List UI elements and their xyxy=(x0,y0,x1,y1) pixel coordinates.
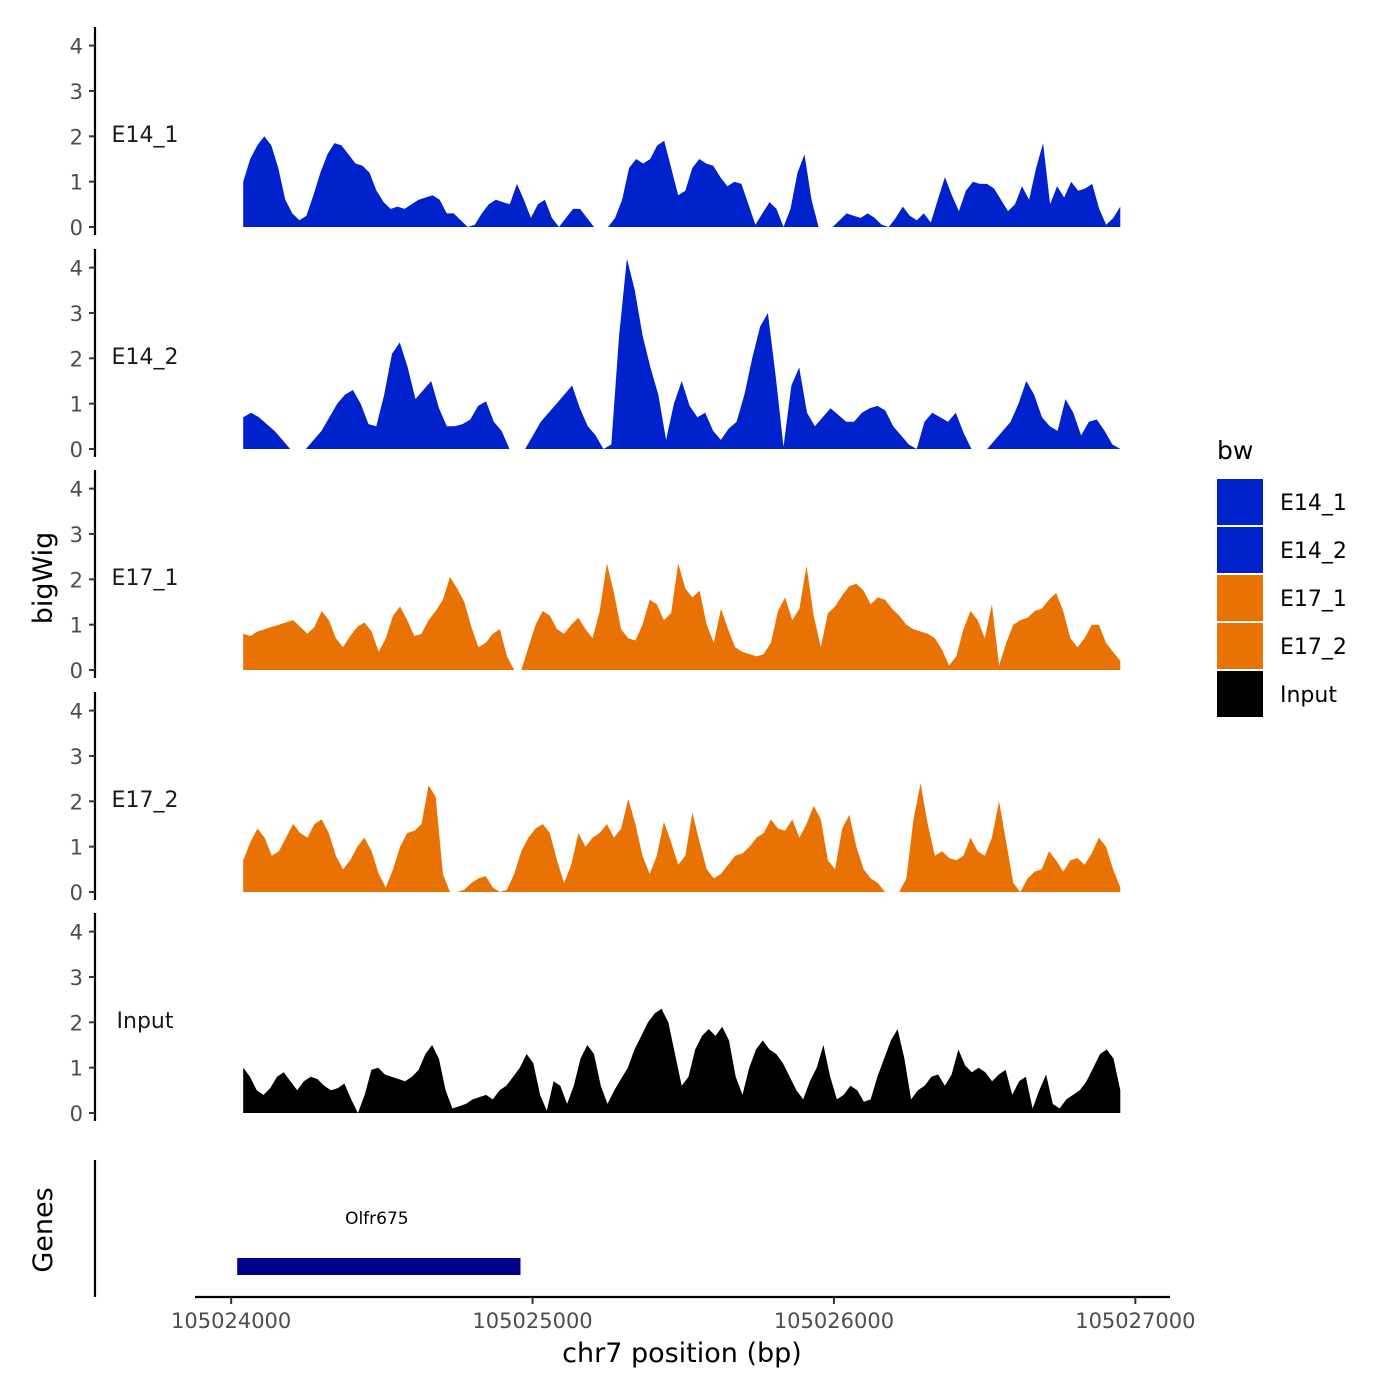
x-tick-label: 105026000 xyxy=(774,1309,894,1333)
y-tick-label: 0 xyxy=(70,659,83,683)
legend-swatch xyxy=(1217,623,1263,669)
track-label: E17_2 xyxy=(112,788,179,813)
track-label: E17_1 xyxy=(112,566,179,591)
y-tick-label: 3 xyxy=(70,302,83,326)
legend-label: E14_2 xyxy=(1280,539,1347,564)
y-tick-label: 0 xyxy=(70,438,83,462)
y-tick-label: 2 xyxy=(70,1011,83,1035)
x-tick-label: 105025000 xyxy=(472,1309,592,1333)
y-tick-label: 2 xyxy=(70,347,83,371)
y-tick-label: 4 xyxy=(70,478,83,502)
series-area-e14-1 xyxy=(243,136,1121,227)
y-tick-label: 2 xyxy=(70,790,83,814)
y-tick-label: 4 xyxy=(70,700,83,724)
y-tick-label: 3 xyxy=(70,966,83,990)
y-axis-title: bigWig xyxy=(28,532,59,625)
legend-swatch xyxy=(1217,479,1263,525)
legend-label: E17_1 xyxy=(1280,587,1347,612)
y-tick-label: 4 xyxy=(70,257,83,281)
legend-label: E17_2 xyxy=(1280,635,1347,660)
series-area-e17-1 xyxy=(243,563,1121,670)
y-tick-label: 0 xyxy=(70,216,83,240)
y-tick-label: 2 xyxy=(70,568,83,592)
y-tick-label: 0 xyxy=(70,881,83,905)
y-tick-label: 1 xyxy=(70,393,83,417)
legend-swatch xyxy=(1217,527,1263,573)
series-area-e14-2 xyxy=(243,258,1121,449)
legend: bw E14_1 E14_2 E17_1 E17_2 Input xyxy=(1217,436,1347,717)
track-label: Input xyxy=(117,1009,174,1034)
x-tick-label: 105024000 xyxy=(171,1309,291,1333)
y-tick-label: 1 xyxy=(70,1057,83,1081)
legend-swatch xyxy=(1217,575,1263,621)
x-axis-title: chr7 position (bp) xyxy=(562,1338,802,1369)
track-panel: 0 1 2 3 4 Input xyxy=(70,913,1121,1126)
y-tick-label: 1 xyxy=(70,171,83,195)
genes-axis-title: Genes xyxy=(28,1187,59,1272)
series-area-input xyxy=(243,1008,1121,1113)
y-tick-label: 4 xyxy=(70,35,83,59)
legend-label: Input xyxy=(1280,683,1337,708)
x-tick-label: 105027000 xyxy=(1075,1309,1195,1333)
y-tick-label: 4 xyxy=(70,921,83,945)
y-tick-label: 1 xyxy=(70,836,83,860)
y-tick-label: 1 xyxy=(70,614,83,638)
y-tick-label: 0 xyxy=(70,1102,83,1126)
legend-swatch xyxy=(1217,671,1263,717)
gene-label: Olfr675 xyxy=(345,1209,409,1229)
y-tick-label: 3 xyxy=(70,523,83,547)
track-label: E14_1 xyxy=(112,123,179,148)
track-panel: 0 1 2 3 4 E17_1 xyxy=(70,470,1121,683)
track-panel: 0 1 2 3 4 E14_2 xyxy=(70,249,1121,462)
series-area-e17-2 xyxy=(243,783,1121,892)
gene-body xyxy=(237,1258,521,1275)
legend-title: bw xyxy=(1217,436,1253,465)
track-panel: 0 1 2 3 4 E17_2 xyxy=(70,692,1121,905)
y-tick-label: 3 xyxy=(70,745,83,769)
y-tick-label: 2 xyxy=(70,125,83,149)
legend-label: E14_1 xyxy=(1280,491,1347,516)
y-tick-label: 3 xyxy=(70,80,83,104)
track-label: E14_2 xyxy=(112,345,179,370)
track-panel: 0 1 2 3 4 E14_1 xyxy=(70,27,1121,240)
